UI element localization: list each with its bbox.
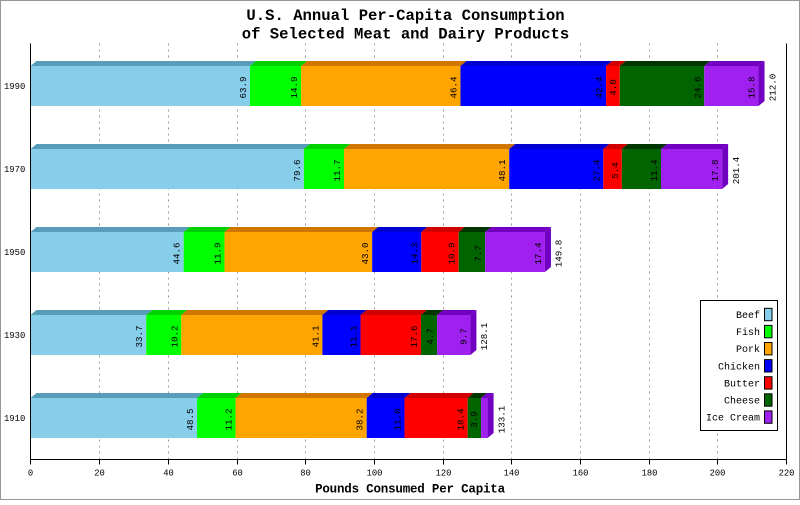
svg-text:Chicken: Chicken: [718, 361, 760, 373]
svg-text:63.9: 63.9: [238, 76, 249, 98]
svg-text:14.3: 14.3: [409, 242, 420, 264]
svg-text:149.8: 149.8: [554, 240, 565, 268]
svg-text:4.7: 4.7: [425, 328, 436, 345]
svg-text:11.7: 11.7: [332, 159, 343, 181]
svg-text:180: 180: [642, 469, 658, 479]
svg-text:11.2: 11.2: [224, 408, 235, 430]
svg-text:33.7: 33.7: [134, 325, 145, 347]
svg-text:14.9: 14.9: [289, 76, 300, 98]
svg-text:11.0: 11.0: [392, 408, 403, 430]
svg-text:11.9: 11.9: [213, 242, 224, 264]
svg-text:3.9: 3.9: [469, 411, 480, 428]
svg-text:17.8: 17.8: [710, 159, 721, 181]
svg-text:40: 40: [163, 469, 174, 479]
svg-text:15.8: 15.8: [747, 76, 758, 98]
svg-text:11.1: 11.1: [349, 325, 360, 348]
svg-text:140: 140: [504, 469, 520, 479]
svg-text:1950: 1950: [4, 248, 25, 258]
svg-text:7.7: 7.7: [473, 245, 484, 262]
svg-text:10.9: 10.9: [447, 242, 458, 264]
svg-text:120: 120: [436, 469, 452, 479]
svg-text:80: 80: [300, 469, 311, 479]
svg-text:0: 0: [28, 469, 33, 479]
svg-text:27.4: 27.4: [591, 159, 602, 182]
svg-text:24.6: 24.6: [692, 76, 703, 98]
svg-text:44.6: 44.6: [172, 242, 183, 264]
svg-text:1970: 1970: [4, 165, 25, 175]
svg-text:U.S. Annual Per-Capita Consump: U.S. Annual Per-Capita Consumption: [246, 7, 564, 25]
svg-text:43.0: 43.0: [360, 242, 371, 264]
svg-text:1930: 1930: [4, 331, 25, 341]
svg-text:128.1: 128.1: [479, 322, 490, 350]
svg-text:4.0: 4.0: [608, 79, 619, 96]
svg-text:5.4: 5.4: [610, 162, 621, 179]
svg-text:46.4: 46.4: [448, 76, 459, 99]
svg-text:201.4: 201.4: [731, 156, 742, 184]
svg-text:100: 100: [367, 469, 383, 479]
svg-text:Pork: Pork: [736, 344, 760, 356]
svg-text:220: 220: [779, 469, 795, 479]
svg-text:Cheese: Cheese: [724, 396, 760, 408]
svg-text:133.1: 133.1: [496, 405, 507, 433]
svg-text:Ice Cream: Ice Cream: [706, 414, 760, 425]
svg-text:200: 200: [710, 469, 726, 479]
svg-text:20: 20: [94, 469, 105, 479]
svg-text:212.0: 212.0: [767, 74, 778, 102]
svg-text:160: 160: [573, 469, 589, 479]
svg-text:42.4: 42.4: [594, 76, 605, 99]
svg-text:60: 60: [232, 469, 243, 479]
svg-text:48.5: 48.5: [185, 408, 196, 430]
svg-text:Pounds Consumed Per Capita: Pounds Consumed Per Capita: [315, 483, 506, 497]
svg-text:1910: 1910: [4, 414, 25, 424]
svg-text:11.4: 11.4: [649, 159, 660, 182]
svg-text:Butter: Butter: [724, 379, 760, 390]
svg-text:17.4: 17.4: [533, 242, 544, 265]
svg-text:17.6: 17.6: [409, 325, 420, 347]
svg-text:10.2: 10.2: [169, 325, 180, 347]
svg-text:41.1: 41.1: [310, 325, 321, 348]
svg-text:79.6: 79.6: [292, 159, 303, 181]
svg-text:of Selected Meat and Dairy Pro: of Selected Meat and Dairy Products: [242, 26, 570, 44]
svg-text:18.4: 18.4: [456, 408, 467, 431]
svg-text:38.2: 38.2: [355, 408, 366, 430]
svg-text:Fish: Fish: [736, 327, 760, 339]
svg-text:Beef: Beef: [736, 310, 760, 322]
svg-text:1990: 1990: [4, 82, 25, 92]
svg-text:48.1: 48.1: [497, 159, 508, 182]
svg-text:9.7: 9.7: [458, 328, 469, 345]
